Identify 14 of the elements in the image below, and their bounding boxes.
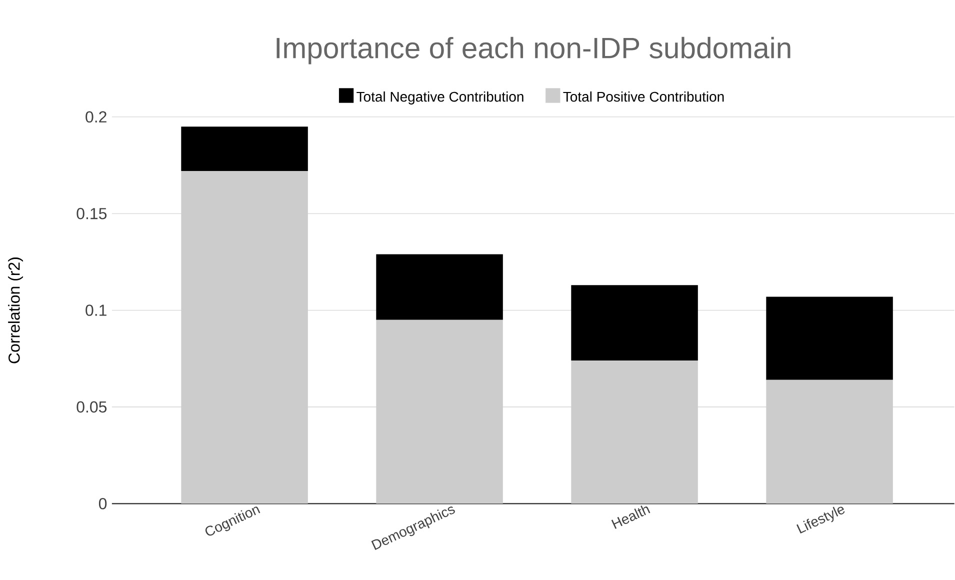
legend-label: Total Negative Contribution: [356, 92, 524, 105]
bar: [571, 285, 698, 361]
y-tick-label: 0.05: [76, 402, 107, 413]
y-tick-label: 0.1: [86, 304, 106, 316]
y-tick-label: 0.2: [86, 111, 106, 123]
x-tick-label: Health: [611, 506, 650, 530]
y-tick-label: 0.15: [76, 208, 107, 220]
bar: [376, 254, 503, 320]
y-axis-title: Correlation (r2): [8, 258, 23, 364]
legend-label: Total Positive Contribution: [563, 92, 724, 102]
bar: [766, 296, 893, 380]
bar: [181, 126, 308, 172]
y-tick-label: 0: [98, 498, 107, 510]
chart-title: Importance of each non-IDP subdomain: [276, 37, 790, 64]
